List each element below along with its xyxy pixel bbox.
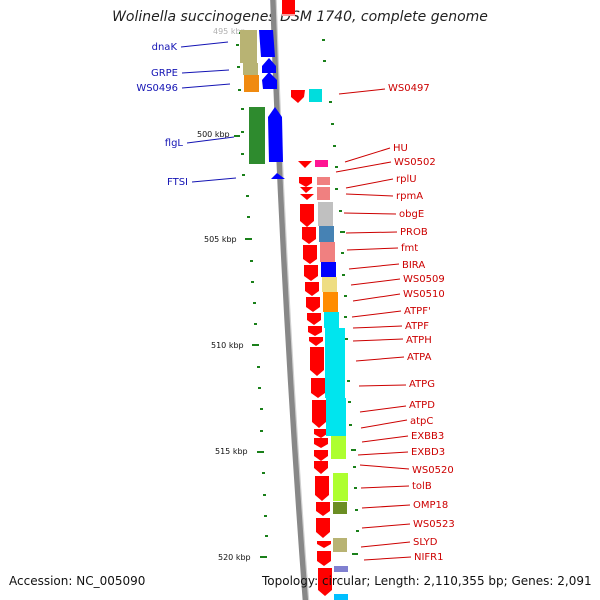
gene-label-WS0502[interactable]: WS0502 [394,157,436,168]
gene-label-SLYD[interactable]: SLYD [413,537,438,548]
ruler-tick-510 [252,344,259,346]
gene-arrow [316,502,330,516]
gene-arrow [300,187,313,193]
gene-label-EXBB3[interactable]: EXBB3 [411,431,444,442]
gene-label-EXBD3[interactable]: EXBD3 [411,447,445,458]
gene-arrow [314,461,328,474]
gene-arrow [298,161,312,168]
gene-arrow [317,541,331,548]
right-tick-dots [322,39,359,555]
ruler-tick-500 [234,135,240,137]
gene-label-BIRA[interactable]: BIRA [402,260,425,271]
accession-text: Accession: NC_005090 [9,574,146,588]
gene-arrow [300,204,314,227]
gene-label-WS0497[interactable]: WS0497 [388,83,430,94]
gene-label-flgL[interactable]: flgL [165,138,184,149]
gene-label-GRPE[interactable]: GRPE [151,68,178,79]
gene-label-ATPF-prime[interactable]: ATPF' [404,306,431,317]
ruler-label-510: 510 kbp [211,341,244,350]
top-partial-feature [282,0,295,14]
gene-label-dnaK[interactable]: dnaK [152,42,178,53]
gene-arrow [309,337,323,346]
ruler-label-500: 500 kbp [197,130,230,139]
gene-arrow [299,177,312,187]
gene-arrow [268,107,283,162]
right-labels: WS0497 HU WS0502 rplU rpmA obgE PROB fmt… [335,83,455,563]
gene-arrow [306,297,320,312]
right-feature-track [309,89,348,600]
gene-label-ATPH[interactable]: ATPH [406,335,432,346]
gene-arrow [291,90,305,103]
gene-arrow [259,30,275,57]
gene-arrow [300,194,314,200]
ruler-tick-520 [260,556,267,558]
gene-label-OMP18[interactable]: OMP18 [413,500,448,511]
ruler-label-520: 520 kbp [218,553,251,562]
gene-arrow [314,450,328,461]
gene-label-HU[interactable]: HU [393,143,408,154]
ruler-label-495: 495 kbp [213,27,246,36]
gene-label-FTSI[interactable]: FTSI [167,177,188,188]
topology-text: Topology: circular; Length: 2,110,355 bp… [262,574,592,588]
gene-arrow [271,173,285,179]
gene-label-tolB[interactable]: tolB [412,481,432,492]
gene-arrow [262,72,277,89]
gene-arrow [315,476,329,501]
left-labels: dnaK GRPE WS0496 flgL FTSI [136,41,237,188]
gene-label-WS0509[interactable]: WS0509 [403,274,445,285]
gene-arrow [303,245,317,264]
map-title: Wolinella succinogenes DSM 1740, complet… [112,9,488,25]
ruler-label-505: 505 kbp [204,235,237,244]
gene-label-rpmA[interactable]: rpmA [396,191,423,202]
gene-arrow [304,265,318,281]
gene-arrow [316,518,330,538]
gene-arrow [302,227,316,244]
gene-arrow [308,326,322,336]
gene-arrow [262,58,276,73]
genome-backbone-highlight [275,0,310,600]
gene-arrow [318,568,332,596]
left-tick-dots [236,44,268,537]
gene-label-PROB[interactable]: PROB [400,227,428,238]
gene-arrow [310,347,324,376]
ruler-label-515: 515 kbp [215,447,248,456]
ruler: 500 kbp 505 kbp 510 kbp 515 kbp 520 kbp [197,130,267,562]
gene-arrow [312,400,326,428]
gene-label-WS0510[interactable]: WS0510 [403,289,445,300]
gene-label-WS0496[interactable]: WS0496 [136,83,178,94]
reverse-gene-arrows [291,90,332,596]
gene-label-WS0520[interactable]: WS0520 [412,465,454,476]
gene-arrow [305,282,319,296]
gene-label-rplU[interactable]: rplU [396,174,417,185]
gene-label-ATPA[interactable]: ATPA [407,352,432,363]
forward-gene-arrows [259,30,285,179]
gene-label-ATPD[interactable]: ATPD [409,400,435,411]
gene-arrow [314,429,327,438]
gene-label-ATPF[interactable]: ATPF [405,321,429,332]
gene-label-atpC[interactable]: atpC [410,416,433,427]
gene-label-obgE[interactable]: obgE [399,209,424,220]
gene-label-WS0523[interactable]: WS0523 [413,519,455,530]
gene-arrow [314,438,328,448]
ruler-tick-505 [245,238,252,240]
gene-arrow [317,551,331,566]
gene-arrow [311,378,325,398]
gene-label-ATPG[interactable]: ATPG [409,379,435,390]
gene-label-NIFR1[interactable]: NIFR1 [414,552,444,563]
left-feature-track [240,30,268,164]
gene-label-fmt[interactable]: fmt [401,243,418,254]
ruler-tick-515 [257,451,264,453]
gene-arrow [307,313,321,325]
